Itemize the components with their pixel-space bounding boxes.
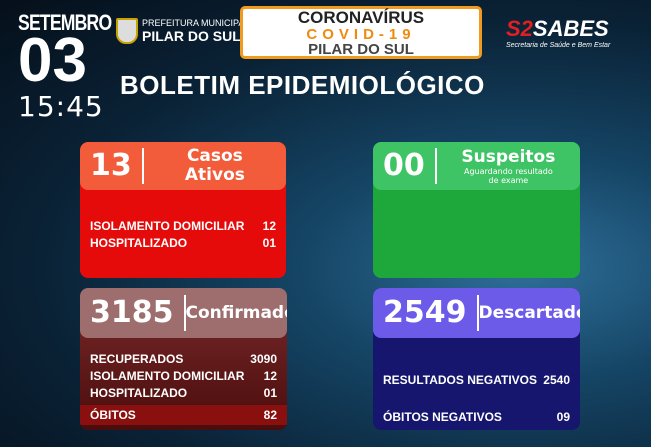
banner-line2: COVID-19 bbox=[306, 26, 416, 43]
descartados-row: ÓBITOS NEGATIVOS 09 bbox=[383, 410, 570, 424]
banner-line1: CORONAVÍRUS bbox=[297, 8, 425, 27]
card-suspeitos: 00 Suspeitos Aguardando resultado de exa… bbox=[373, 142, 580, 278]
confirmados-row: RECUPERADOS 3090 bbox=[90, 352, 277, 366]
confirmados-row-obitos: ÓBITOS 82 bbox=[80, 405, 287, 425]
ativos-row: ISOLAMENTO DOMICILIAR 12 bbox=[90, 219, 276, 233]
confirmados-row: HOSPITALIZADO 01 bbox=[90, 386, 277, 400]
banner-line3: PILAR DO SUL bbox=[308, 41, 414, 58]
card-descartados: 2549 Descartados RESULTADOS NEGATIVOS254… bbox=[373, 288, 580, 430]
suspeitos-sub1: Aguardando resultado bbox=[464, 166, 553, 176]
date-month: SETEMBRO bbox=[18, 10, 112, 35]
sabes-wordmark: SABES bbox=[532, 16, 609, 41]
crest-icon bbox=[116, 18, 138, 44]
suspeitos-value: 00 bbox=[373, 148, 437, 184]
covid-banner: CORONAVÍRUS COVID-19 PILAR DO SUL bbox=[240, 6, 482, 59]
heart-icon: S2 bbox=[506, 16, 533, 41]
ativos-value: 13 bbox=[80, 148, 144, 184]
confirmados-value: 3185 bbox=[80, 295, 186, 331]
date-time: 15:45 bbox=[18, 90, 104, 123]
descartados-row: RESULTADOS NEGATIVOS 2540 bbox=[383, 373, 570, 387]
sabes-subtitle: Secretaria de Saúde e Bem Estar bbox=[506, 42, 611, 49]
ativos-label1: Casos bbox=[186, 146, 243, 166]
descartados-value: 2549 bbox=[373, 295, 479, 331]
page-title: BOLETIM EPIDEMIOLÓGICO bbox=[120, 70, 485, 100]
confirmados-label: Confirmados bbox=[185, 302, 288, 323]
sabes-logo: S2SABES Secretaria de Saúde e Bem Estar bbox=[506, 16, 610, 49]
prefeitura-line1: PREFEITURA MUNICIPAL bbox=[142, 18, 250, 28]
ativos-label2: Ativos bbox=[184, 165, 245, 185]
date-day: 03 bbox=[18, 26, 87, 95]
prefeitura-logo: PREFEITURA MUNICIPAL PILAR DO SUL bbox=[116, 18, 249, 44]
suspeitos-label: Suspeitos bbox=[461, 146, 556, 167]
ativos-row: HOSPITALIZADO 01 bbox=[90, 236, 276, 250]
prefeitura-line2: PILAR DO SUL bbox=[142, 28, 241, 44]
confirmados-row: ISOLAMENTO DOMICILIAR 12 bbox=[90, 369, 277, 383]
descartados-label: Descartados bbox=[478, 302, 581, 323]
suspeitos-sub2: de exame bbox=[488, 175, 529, 185]
card-casos-ativos: 13 Casos Ativos ISOLAMENTO DOMICILIAR 12 H… bbox=[80, 142, 286, 278]
